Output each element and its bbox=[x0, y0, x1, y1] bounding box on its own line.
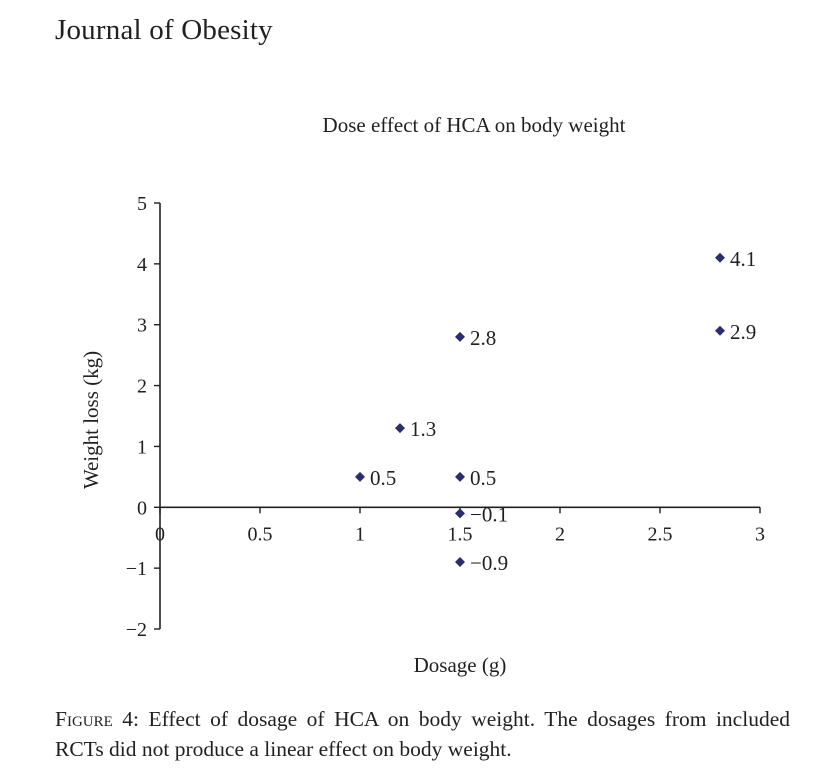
y-tick-label: 3 bbox=[137, 315, 147, 337]
x-tick-label: 0 bbox=[155, 523, 165, 545]
data-point-marker bbox=[715, 325, 725, 336]
x-tick-label: 3 bbox=[755, 523, 765, 545]
y-axis-label: Weight loss (kg) bbox=[79, 351, 103, 489]
chart-title: Dose effect of HCA on body weight bbox=[323, 113, 626, 137]
data-point-marker bbox=[715, 252, 725, 263]
data-point-marker bbox=[355, 471, 365, 482]
data-point-label: −0.9 bbox=[470, 551, 508, 575]
data-point-marker bbox=[455, 508, 465, 519]
data-point-label: 2.9 bbox=[730, 320, 756, 344]
x-tick-label: 2 bbox=[555, 523, 565, 545]
y-axis-ticks: 5 4 3 2 1 0 −1 −2 bbox=[126, 193, 160, 641]
data-point-marker bbox=[395, 423, 405, 434]
y-tick-label: 0 bbox=[137, 497, 147, 519]
data-point-marker bbox=[455, 557, 465, 568]
data-point-marker bbox=[455, 331, 465, 342]
data-point-label: 4.1 bbox=[730, 247, 756, 271]
data-point-label: 0.5 bbox=[370, 466, 396, 490]
x-tick-label: 2.5 bbox=[648, 523, 673, 545]
x-tick-label: 1.5 bbox=[448, 523, 473, 545]
journal-title: Journal of Obesity bbox=[55, 14, 273, 46]
data-point-label: 0.5 bbox=[470, 466, 496, 490]
x-axis-label: Dosage (g) bbox=[414, 653, 507, 677]
data-points: 0.5 1.3 2.8 0.5 −0.1 −0.9 4.1 2.9 bbox=[355, 247, 756, 575]
x-tick-label: 0.5 bbox=[248, 523, 273, 545]
data-point-marker bbox=[455, 471, 465, 482]
data-point-label: 1.3 bbox=[410, 417, 436, 441]
data-point-label: −0.1 bbox=[470, 502, 508, 526]
y-tick-label: 5 bbox=[137, 193, 147, 215]
y-tick-label: 2 bbox=[137, 376, 147, 398]
y-tick-label: −1 bbox=[126, 558, 147, 580]
figure-caption-prefix: Figure 4: bbox=[55, 707, 139, 731]
data-point-label: 2.8 bbox=[470, 326, 496, 350]
scatter-chart: Dose effect of HCA on body weight 0 0.5 1 1… bbox=[79, 113, 765, 677]
y-tick-label: 4 bbox=[137, 254, 147, 276]
y-tick-label: 1 bbox=[137, 436, 147, 458]
y-tick-label: −2 bbox=[126, 619, 147, 641]
figure-caption: Figure 4: Effect of dosage of HCA on bod… bbox=[55, 704, 790, 764]
x-tick-label: 1 bbox=[355, 523, 365, 545]
figure-caption-text: Effect of dosage of HCA on body weight. … bbox=[55, 707, 790, 761]
